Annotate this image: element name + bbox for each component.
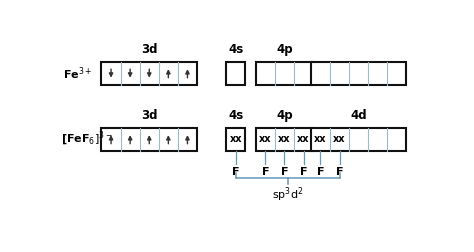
Text: F: F [262,167,269,177]
Bar [256,128,313,150]
Bar [101,128,197,150]
Text: 3d: 3d [141,109,157,122]
Text: xx: xx [297,134,310,144]
Text: [FeF$_6]^{3-}$: [FeF$_6]^{3-}$ [61,130,113,148]
Text: F: F [281,167,288,177]
Text: F: F [300,167,307,177]
Text: sp$^3$d$^2$: sp$^3$d$^2$ [272,185,303,204]
Text: 4p: 4p [276,109,293,122]
Text: Fe$^{3+}$: Fe$^{3+}$ [63,65,92,82]
Text: xx: xx [278,134,291,144]
Text: xx: xx [259,134,272,144]
Bar [101,62,197,85]
Text: 4p: 4p [276,43,293,56]
Bar [311,128,406,150]
Text: xx: xx [333,134,346,144]
Bar [256,62,313,85]
Text: F: F [317,167,324,177]
Bar [227,62,246,85]
Text: xx: xx [230,134,242,144]
Text: xx: xx [314,134,327,144]
Bar [311,62,406,85]
Text: F: F [336,167,343,177]
Bar [227,128,246,150]
Text: F: F [232,167,240,177]
Text: 4d: 4d [350,109,367,122]
Text: 4s: 4s [228,109,244,122]
Text: 4s: 4s [228,43,244,56]
Text: 3d: 3d [141,43,157,56]
